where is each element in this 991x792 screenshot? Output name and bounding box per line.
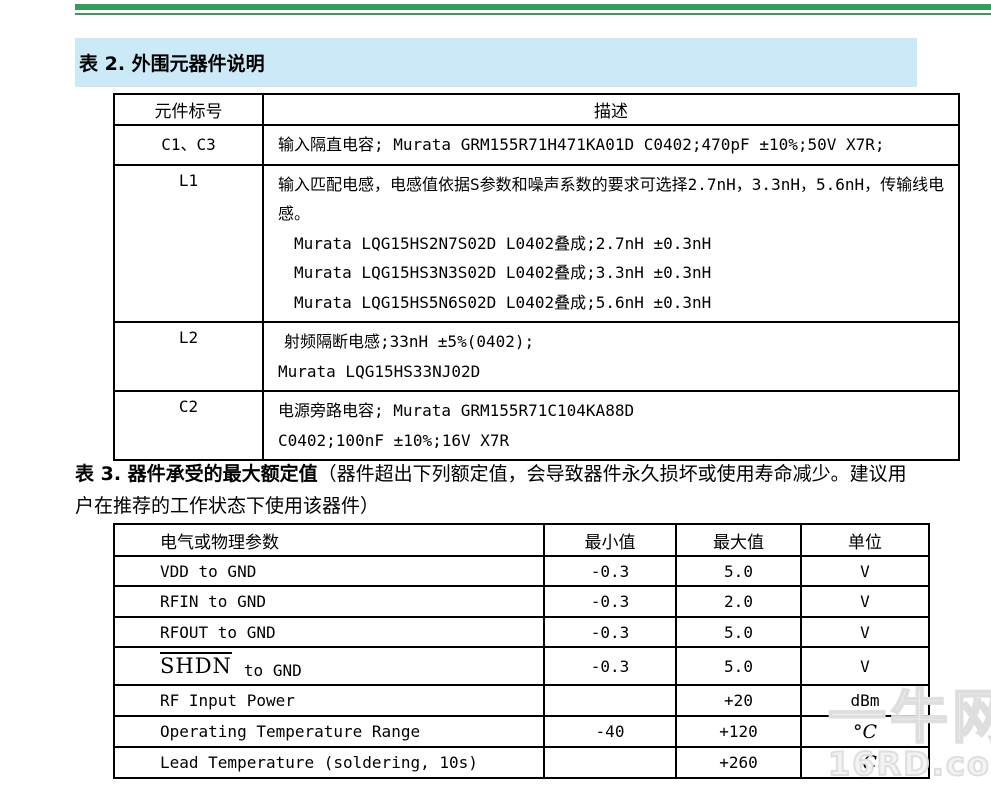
min-cell: -0.3 [543,555,677,587]
max-cell: +120 [675,715,802,748]
top-rule-thick [75,4,991,10]
table-row: RFOUT to GND -0.3 5.0 V [113,616,930,648]
site-watermark: 一牛网 16RD.com [827,683,991,783]
max-cell: +20 [675,684,802,717]
table-row: VDD to GND -0.3 5.0 V [113,555,930,587]
unit-cell: °C [800,715,930,748]
description-line: 输入匹配电感，电感值依据S参数和噪声系数的要求可选择2.7nH，3.3nH，5.… [278,174,945,224]
unit-cell: V [800,555,930,587]
description-line: Murata LQG15HS2N7S02D L0402叠成;2.7nH ±0.3… [294,233,712,253]
table3-heading: 表 3. 器件承受的最大额定值（器件超出下列额定值，会导致器件永久损坏或使用寿命… [75,458,920,522]
table-row: SHDN to GND -0.3 5.0 V [113,646,930,686]
table-row: RFIN to GND -0.3 2.0 V [113,585,930,618]
table2-row1-label: L1 [113,163,264,323]
table3-col-header-unit: 单位 [800,523,930,557]
table3-header-row: 电气或物理参数 最小值 最大值 单位 [113,523,930,557]
table3-absolute-maximum-ratings: 电气或物理参数 最小值 最大值 单位 VDD to GND -0.3 5.0 V… [113,523,930,779]
max-cell: 5.0 [675,616,802,648]
table-row: Operating Temperature Range -40 +120 °C [113,715,930,748]
table-row: C1、C3 输入隔直电容; Murata GRM155R71H471KA01D … [113,124,960,166]
table2-row0-description: 输入隔直电容; Murata GRM155R71H471KA01D C0402;… [262,124,960,166]
watermark-text-cn: 一牛网 [827,683,991,751]
parameter-cell: Lead Temperature (soldering, 10s) [113,746,545,779]
description-line: 射频隔断电感;33nH ±5%(0402); [284,332,535,351]
min-cell [543,746,677,779]
description-line: Murata LQG15HS5N6S02D L0402叠成;5.6nH ±0.3… [294,292,712,312]
description-line: 电源旁路电容; Murata GRM155R71C104KA88D [278,401,635,420]
unit-cell: V [800,585,930,618]
table-row: Lead Temperature (soldering, 10s) +260 °… [113,746,930,779]
parameter-cell: Operating Temperature Range [113,715,545,748]
min-cell: -0.3 [543,585,677,618]
max-cell: 2.0 [675,585,802,618]
table2-heading: 表 2. 外围元器件说明 [75,38,917,87]
unit-cell: dBm [800,684,930,717]
description-line: C0402;100nF ±10%;16V X7R [278,430,510,450]
table3-heading-title: 表 3. 器件承受的最大额定值 [75,463,318,485]
min-cell: -0.3 [543,646,677,686]
description-line: Murata LQG15HS3N3S02D L0402叠成;3.3nH ±0.3… [294,263,712,282]
table3-col-header-max: 最大值 [675,523,802,557]
description-line: Murata LQG15HS33NJ02D [278,361,481,381]
watermark-text-url: 16RD.com [827,745,991,783]
parameter-cell: RF Input Power [113,684,545,717]
top-rule-thin [75,13,991,15]
shdn-overline-label: SHDN [160,654,232,678]
unit-cell: V [800,616,930,648]
table2-col-header-designator: 元件标号 [113,93,264,126]
description-line: 输入隔直电容; Murata GRM155R71H471KA01D C0402;… [278,135,885,154]
min-cell [543,684,677,717]
unit-cell: °C [800,746,930,779]
unit-cell: V [800,646,930,686]
table2-header-row: 元件标号 描述 [113,93,960,126]
table2-row3-label: C2 [113,390,264,461]
table2-row0-label: C1、C3 [113,124,264,166]
max-cell: 5.0 [675,555,802,587]
table2-row1-description: 输入匹配电感，电感值依据S参数和噪声系数的要求可选择2.7nH，3.3nH，5.… [262,163,960,323]
table-row: C2 电源旁路电容; Murata GRM155R71C104KA88D C04… [113,390,960,461]
table2-peripheral-components: 元件标号 描述 C1、C3 输入隔直电容; Murata GRM155R71H4… [113,93,960,461]
shdn-suffix-label: to GND [243,661,302,680]
table3-col-header-parameter: 电气或物理参数 [113,523,545,557]
table2-col-header-description: 描述 [262,93,960,126]
table-row: L2 射频隔断电感;33nH ±5%(0402); Murata LQG15HS… [113,321,960,392]
table2-row2-label: L2 [113,321,264,392]
table2-row2-description: 射频隔断电感;33nH ±5%(0402); Murata LQG15HS33N… [262,321,960,392]
table2-row3-description: 电源旁路电容; Murata GRM155R71C104KA88D C0402;… [262,390,960,461]
table-row: RF Input Power +20 dBm [113,684,930,717]
min-cell: -0.3 [543,616,677,648]
parameter-cell: RFOUT to GND [113,616,545,648]
parameter-cell: RFIN to GND [113,585,545,618]
min-cell: -40 [543,715,677,748]
table3-col-header-min: 最小值 [543,523,677,557]
table-row: L1 输入匹配电感，电感值依据S参数和噪声系数的要求可选择2.7nH，3.3nH… [113,163,960,323]
parameter-cell: VDD to GND [113,555,545,587]
max-cell: 5.0 [675,646,802,686]
parameter-cell-shdn: SHDN to GND [113,646,545,686]
table3-heading-note: （器件超出下列额定值，会导致器件永久损坏或使用寿命减少。建议用户在推荐的工作状态… [75,463,907,517]
max-cell: +260 [675,746,802,779]
